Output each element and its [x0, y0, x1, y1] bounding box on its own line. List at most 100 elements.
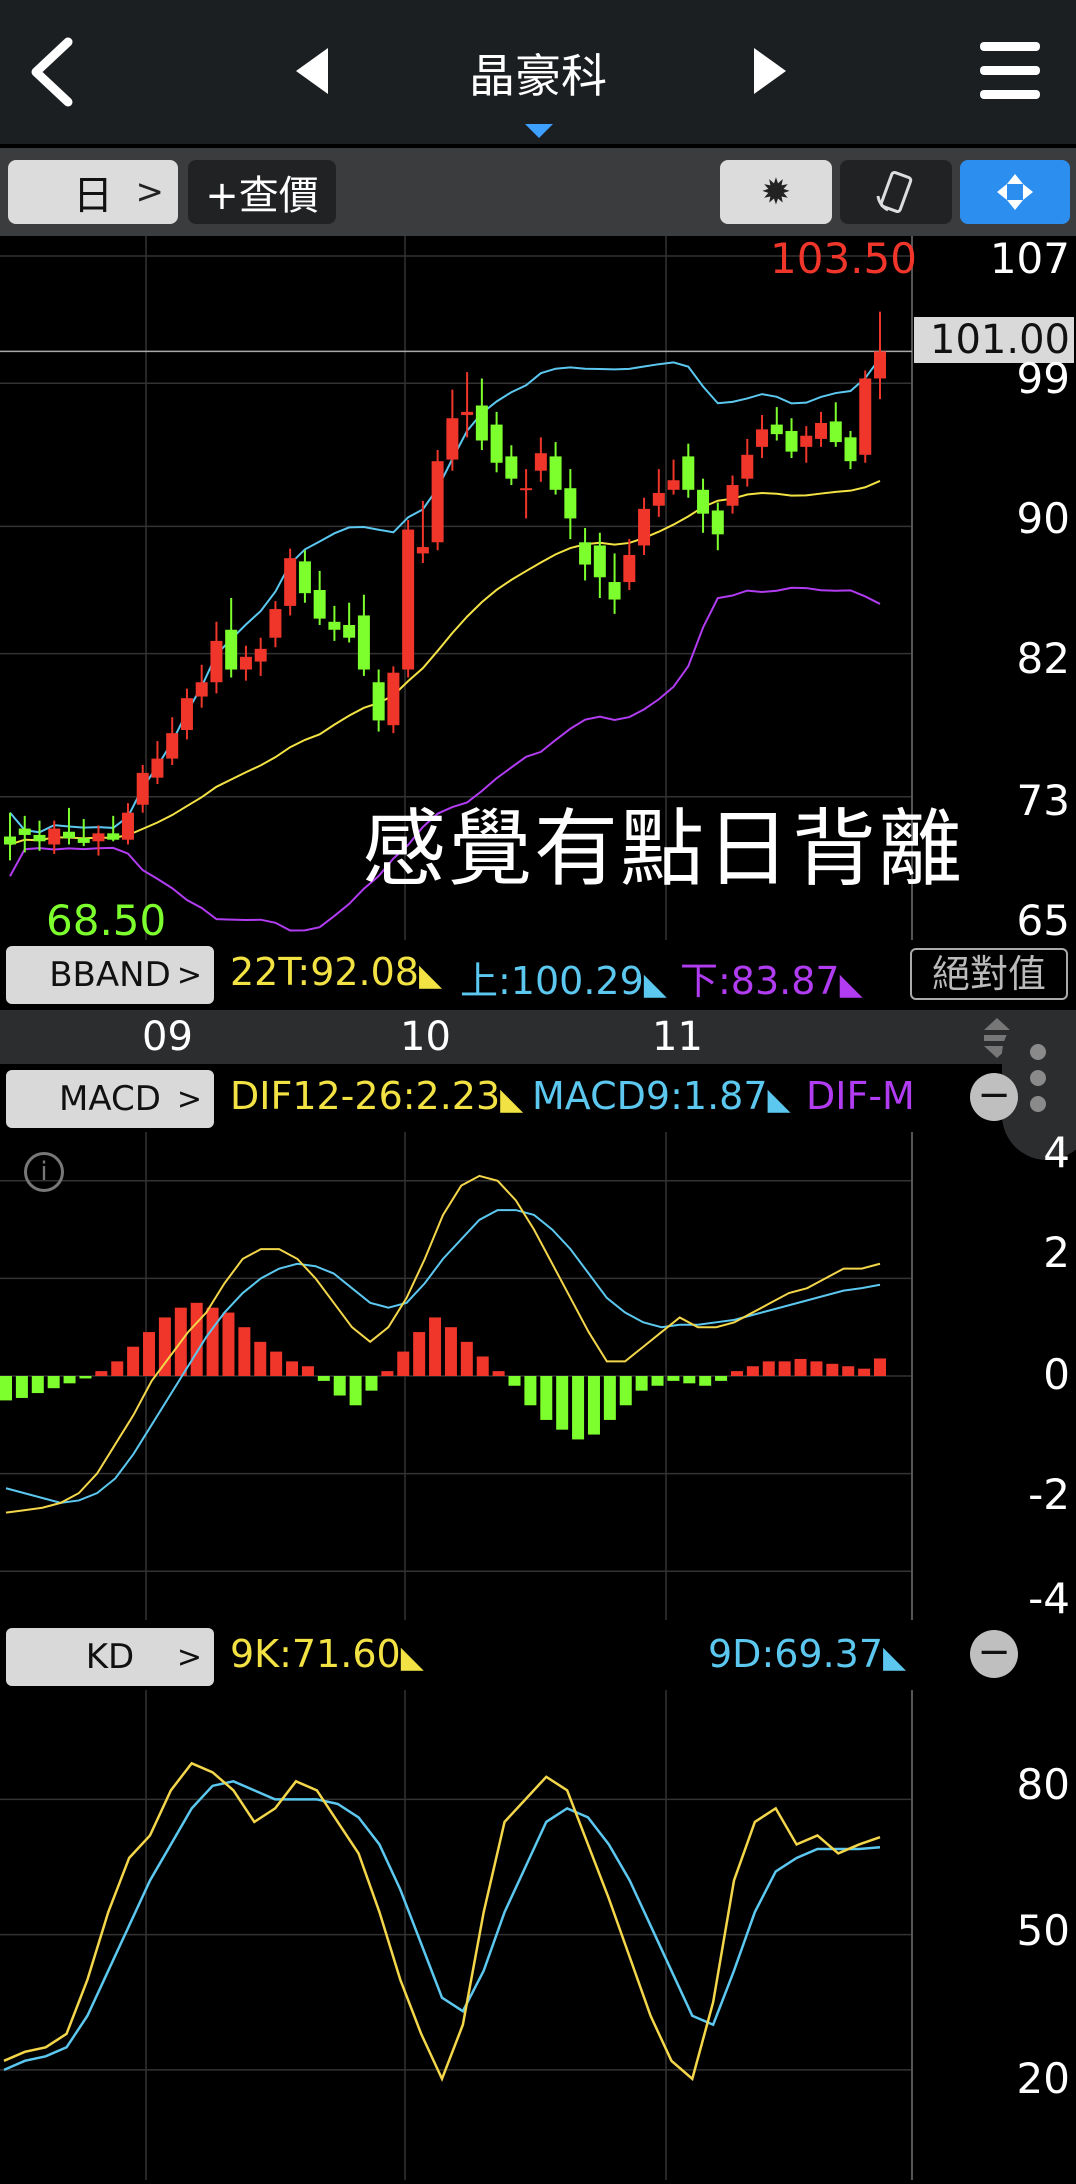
kd-bar: KD > 9K:71.60◣ 9D:69.37◣	[0, 1622, 914, 1690]
settings-button[interactable]: ✹	[720, 160, 832, 224]
candlestick-chart[interactable]	[0, 236, 1076, 940]
macd-histogram-bar	[699, 1376, 712, 1386]
macd-selector[interactable]: MACD >	[6, 1070, 214, 1128]
bband-upper-value: 上:100.29◣	[460, 950, 667, 1005]
candle-body	[534, 453, 547, 471]
collapse-kd-button[interactable]: −	[970, 1630, 1018, 1678]
marker-icon: ◣	[839, 967, 863, 1002]
period-label: 日	[73, 173, 113, 219]
month-label: 11	[652, 1014, 703, 1060]
candle-body	[4, 836, 16, 845]
month-label: 09	[142, 1014, 193, 1060]
macd-histogram-bar	[317, 1376, 330, 1381]
marker-icon: ◣	[400, 1640, 424, 1675]
macd-histogram-bar	[524, 1376, 537, 1406]
annotation-text: 感覺有點日背離	[362, 800, 965, 898]
prev-stock-icon[interactable]	[292, 46, 332, 96]
macd-histogram-bar	[190, 1302, 203, 1376]
price-tick-1: 107	[989, 234, 1070, 283]
fullscreen-button[interactable]	[960, 160, 1070, 224]
macd-histogram-bar	[365, 1376, 378, 1391]
candle-body	[859, 378, 872, 455]
candle-body	[638, 508, 651, 546]
price-tick-2: 99	[1016, 354, 1070, 403]
bband-mid-value: 22T:92.08◣	[230, 950, 442, 994]
rotate-button[interactable]	[840, 160, 952, 224]
macd-histogram-bar	[874, 1358, 886, 1376]
candle-body	[225, 629, 238, 670]
kd-tick-3: 20	[1016, 2054, 1070, 2103]
candle-body	[490, 424, 503, 463]
bband-upper-text: 上:100.29	[460, 959, 644, 1003]
candle-body	[195, 682, 208, 697]
candle-body	[785, 430, 798, 452]
macd-histogram-bar	[651, 1376, 664, 1386]
candle-body	[77, 838, 90, 843]
macd-histogram-bar	[0, 1376, 12, 1401]
macd-histogram-bar	[540, 1376, 553, 1420]
info-icon[interactable]: i	[24, 1152, 64, 1192]
macd-histogram-bar	[572, 1376, 585, 1440]
candle-body	[549, 456, 562, 490]
macd-histogram-bar	[476, 1356, 489, 1376]
macd-histogram-bar	[254, 1341, 267, 1376]
candle-body	[343, 624, 356, 638]
macd-histogram-bar	[79, 1376, 92, 1379]
macd-histogram-bar	[31, 1376, 44, 1394]
candle-body	[298, 561, 311, 594]
macd-histogram-bar	[63, 1376, 76, 1384]
marker-icon: ◣	[883, 1640, 907, 1675]
macd-histogram-bar	[286, 1361, 299, 1376]
bband-selector[interactable]: BBAND >	[6, 946, 214, 1004]
macd-dif-text: DIF12-26:2.23	[230, 1074, 501, 1118]
bband-lower-value: 下:83.87◣	[680, 950, 863, 1005]
macd-histogram-bar	[667, 1376, 680, 1381]
query-price-button[interactable]: +查價	[188, 160, 336, 224]
bband-lower-line	[9, 586, 881, 932]
absolute-value-toggle[interactable]: 絕對值	[910, 948, 1068, 1000]
candle-body	[726, 485, 739, 506]
candle-body	[829, 421, 842, 443]
macd-histogram-bar	[619, 1376, 632, 1406]
stock-title[interactable]: 晶豪科	[469, 49, 607, 103]
date-axis: 09 10 11	[0, 1010, 1076, 1064]
collapse-macd-button[interactable]: −	[970, 1073, 1018, 1121]
macd-tick-5: -4	[1028, 1574, 1070, 1623]
macd-chart[interactable]	[0, 1132, 1076, 1620]
back-icon[interactable]	[26, 36, 76, 108]
chevron-right-icon: >	[176, 1081, 202, 1117]
macd-histogram-bar	[842, 1366, 855, 1376]
stock-dropdown-icon[interactable]	[525, 124, 553, 138]
kd-chart[interactable]	[0, 1690, 1076, 2180]
candle-body	[357, 615, 370, 670]
macd-histogram-bar	[635, 1376, 648, 1391]
macd-histogram-bar	[15, 1376, 28, 1398]
period-selector[interactable]: 日 >	[8, 160, 178, 224]
macd-histogram-bar	[381, 1371, 394, 1376]
macd-histogram-bar	[603, 1376, 616, 1420]
candle-body	[239, 656, 252, 670]
candle-body	[18, 828, 31, 835]
macd-osc-value: DIF-M	[806, 1074, 914, 1118]
menu-icon[interactable]	[978, 38, 1042, 104]
macd-signal-value: MACD9:1.87◣	[532, 1074, 791, 1118]
macd-histogram-bar	[794, 1358, 807, 1376]
macd-histogram-bar	[444, 1327, 457, 1376]
gear-icon: ✹	[760, 171, 792, 213]
top-bar: 晶豪科	[0, 0, 1076, 144]
candle-body	[711, 510, 724, 535]
month-label: 10	[400, 1014, 451, 1060]
kd-selector[interactable]: KD >	[6, 1628, 214, 1686]
candle-body	[151, 758, 164, 778]
bband-upper-line	[9, 357, 881, 834]
macd-histogram-bar	[397, 1351, 410, 1376]
macd-histogram-bar	[460, 1341, 473, 1376]
candle-body	[756, 429, 769, 447]
macd-histogram-bar	[206, 1307, 219, 1376]
macd-histogram-bar	[826, 1363, 839, 1376]
macd-dif-line	[5, 1174, 881, 1514]
candle-body	[652, 492, 665, 506]
macd-histogram-bar	[762, 1361, 775, 1376]
next-stock-icon[interactable]	[750, 46, 790, 96]
candle-body	[461, 411, 474, 416]
